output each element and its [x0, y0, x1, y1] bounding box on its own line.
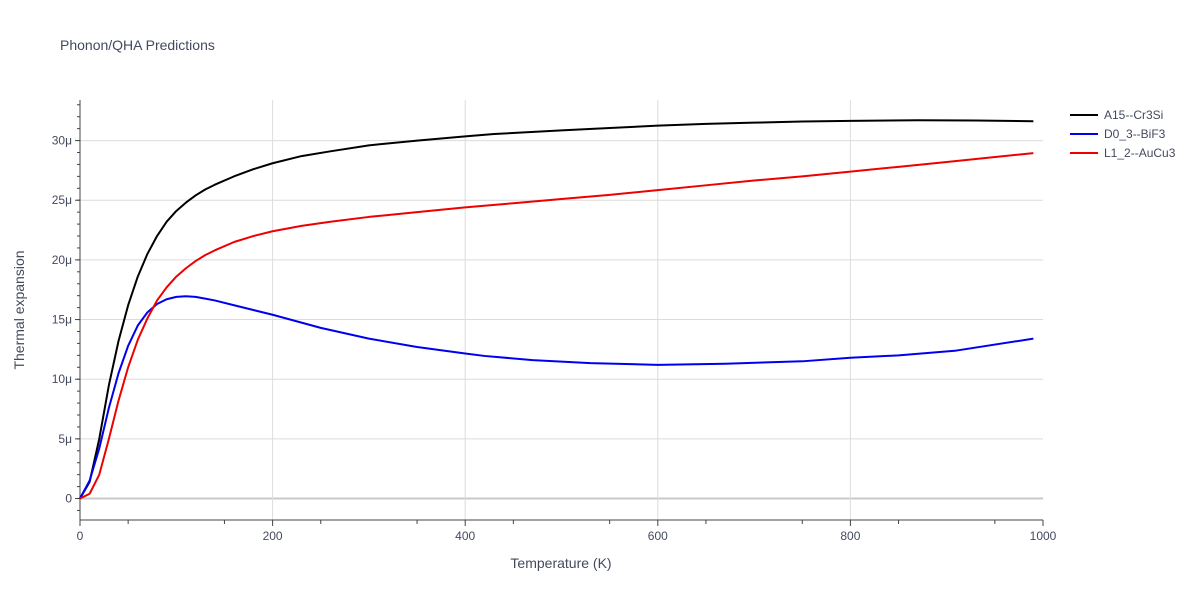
series-layer [79, 119, 1034, 500]
grid-layer [80, 100, 1043, 520]
y-tick-label: 15μ [52, 313, 72, 327]
series-line-1 [79, 119, 1034, 500]
y-tick-label: 10μ [52, 372, 72, 386]
y-tick-label: 30μ [52, 134, 72, 148]
axes-layer: 0 5μ 10μ 15μ 20μ 25μ 30μ 0 200 400 600 800 1000 [52, 100, 1057, 543]
y-tick-label: 25μ [52, 193, 72, 207]
x-axis-label: Temperature (K) [510, 555, 611, 571]
series-line-2 [79, 295, 1034, 499]
x-tick-label: 600 [648, 529, 668, 543]
series-line-3 [79, 152, 1034, 500]
x-tick-label: 200 [263, 529, 283, 543]
x-tick-label: 1000 [1030, 529, 1057, 543]
legend-label: A15--Cr3Si [1104, 108, 1163, 122]
legend-label: L1_2--AuCu3 [1104, 146, 1176, 160]
y-tick-label: 5μ [58, 432, 72, 446]
x-tick-label: 0 [77, 529, 84, 543]
x-tick-label: 400 [455, 529, 475, 543]
x-tick-label: 800 [840, 529, 860, 543]
y-axis-label: Thermal expansion [11, 250, 27, 369]
y-tick-label: 0 [65, 492, 72, 506]
legend: A15--Cr3Si D0_3--BiF3 L1_2--AuCu3 [1070, 108, 1176, 160]
chart-title: Phonon/QHA Predictions [60, 37, 215, 53]
y-tick-label: 20μ [52, 253, 72, 267]
legend-label: D0_3--BiF3 [1104, 127, 1166, 141]
